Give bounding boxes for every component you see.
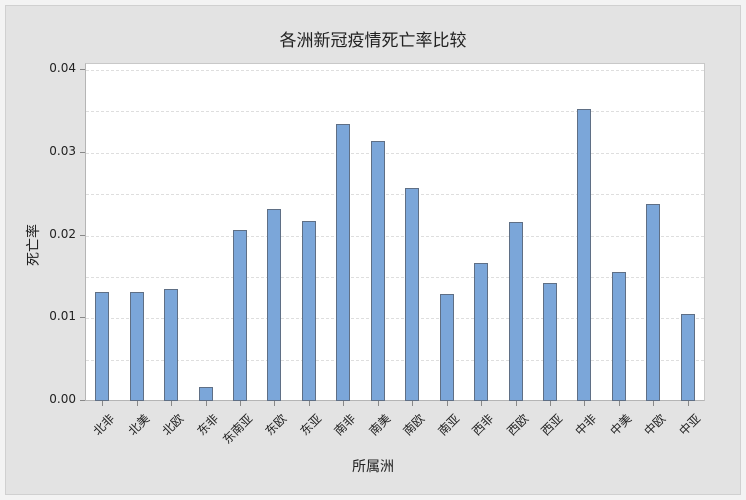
x-tick bbox=[240, 401, 241, 406]
bar[interactable] bbox=[611, 271, 626, 401]
bar[interactable] bbox=[680, 313, 695, 401]
gridline bbox=[86, 111, 704, 113]
gridline bbox=[86, 276, 704, 278]
x-tick bbox=[102, 401, 104, 406]
x-tick bbox=[274, 401, 276, 406]
x-tick bbox=[446, 401, 448, 406]
y-tick bbox=[80, 400, 85, 401]
x-tick bbox=[515, 401, 517, 406]
x-tick bbox=[584, 401, 586, 406]
y-axis-title: 死亡率 bbox=[26, 224, 42, 266]
y-tick-label: 0.02 bbox=[49, 226, 76, 241]
bar[interactable] bbox=[646, 203, 661, 401]
x-tick bbox=[687, 401, 689, 406]
bar[interactable] bbox=[336, 123, 351, 401]
x-tick bbox=[412, 401, 414, 406]
bar[interactable] bbox=[164, 289, 179, 401]
bar[interactable] bbox=[267, 208, 282, 401]
y-tick-label: 0.04 bbox=[49, 61, 76, 75]
x-tick bbox=[618, 401, 620, 406]
x-tick bbox=[171, 401, 173, 406]
bar[interactable] bbox=[129, 291, 144, 401]
y-tick bbox=[80, 317, 85, 319]
x-tick bbox=[550, 401, 551, 406]
x-tick bbox=[653, 401, 655, 406]
gridline bbox=[86, 152, 704, 154]
bar[interactable] bbox=[474, 262, 489, 401]
gridline bbox=[86, 359, 704, 361]
bar[interactable] bbox=[233, 230, 247, 401]
x-axis-title: 所属洲 bbox=[352, 459, 394, 475]
bar[interactable] bbox=[543, 283, 557, 401]
y-tick bbox=[80, 69, 85, 70]
gridline bbox=[86, 70, 704, 71]
y-tick bbox=[80, 151, 85, 153]
plot-area bbox=[85, 63, 705, 401]
bar[interactable] bbox=[439, 294, 454, 401]
bar[interactable] bbox=[508, 222, 523, 401]
x-tick bbox=[343, 401, 345, 406]
bar[interactable] bbox=[95, 291, 110, 401]
gridline bbox=[86, 194, 704, 196]
y-tick-label: 0.03 bbox=[49, 143, 76, 158]
y-tick bbox=[80, 234, 85, 236]
gridline bbox=[86, 318, 704, 320]
x-tick bbox=[377, 401, 379, 406]
x-tick bbox=[136, 401, 138, 406]
y-tick-label: 0.00 bbox=[49, 392, 76, 406]
bar[interactable] bbox=[577, 108, 592, 401]
x-tick bbox=[481, 401, 483, 406]
x-tick bbox=[205, 401, 207, 406]
gridline bbox=[86, 235, 704, 237]
x-tick bbox=[308, 401, 310, 406]
bar[interactable] bbox=[405, 188, 420, 401]
y-tick-label: 0.01 bbox=[49, 309, 76, 324]
chart-title: 各洲新冠疫情死亡率比较 bbox=[279, 31, 467, 51]
bar[interactable] bbox=[370, 140, 385, 401]
bar[interactable] bbox=[301, 221, 316, 401]
bar[interactable] bbox=[198, 386, 213, 401]
